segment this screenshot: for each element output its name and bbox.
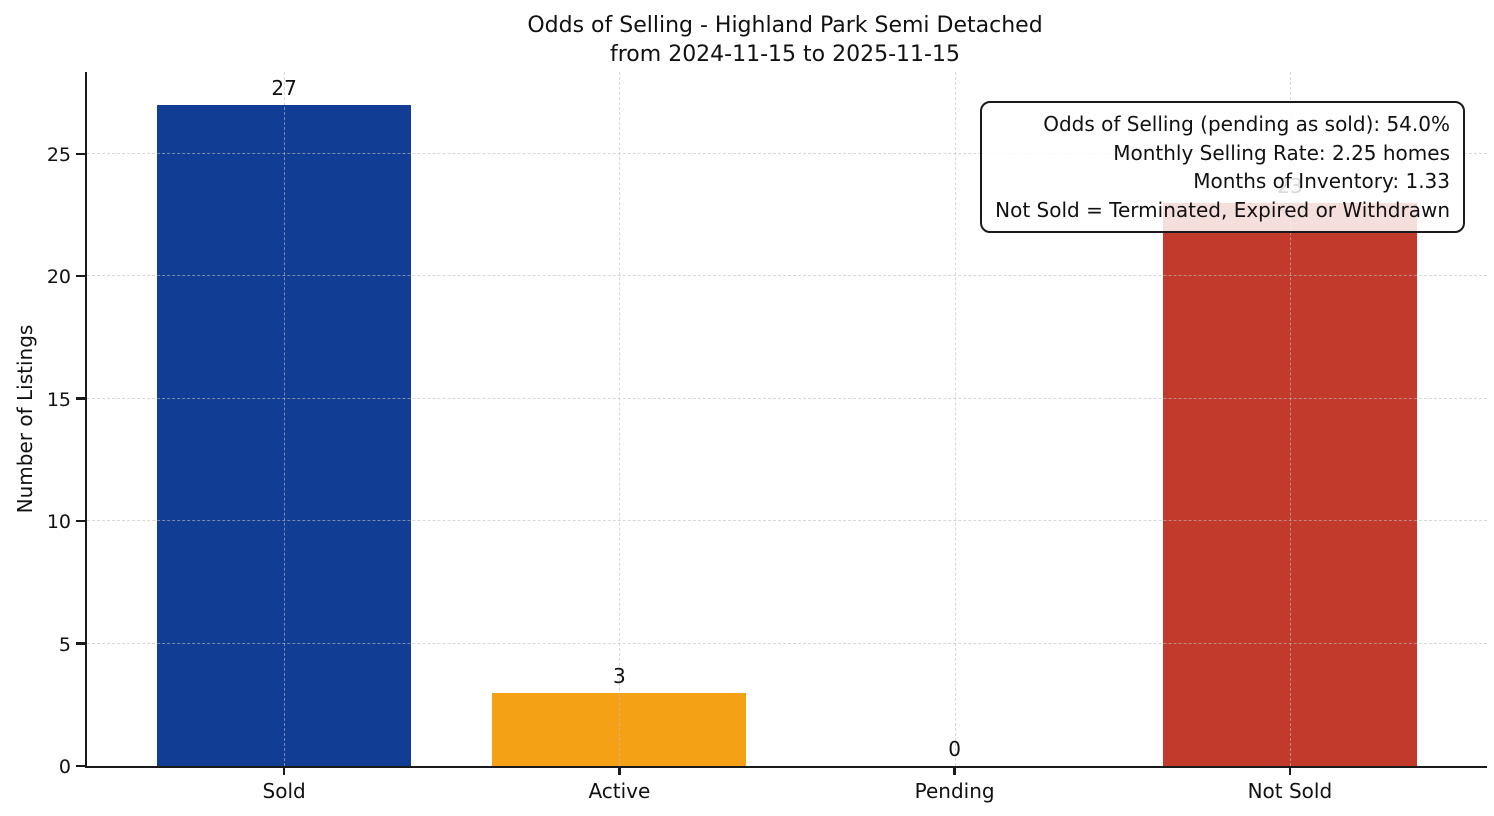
- y-tick-mark: [76, 764, 85, 767]
- gridline-horizontal: [87, 153, 1487, 155]
- y-axis-label: Number of Listings: [13, 324, 37, 514]
- y-tick-mark: [76, 274, 85, 278]
- bar-value-label: 3: [613, 663, 626, 688]
- gridline-horizontal: [87, 397, 1487, 399]
- x-tick-label-not-sold: Not Sold: [1247, 779, 1333, 803]
- y-tick-label: 5: [58, 633, 71, 656]
- y-tick-mark: [76, 642, 85, 645]
- y-tick-label: 0: [58, 756, 71, 778]
- gridline-horizontal: [87, 520, 1487, 522]
- gridline-vertical: [1289, 72, 1291, 766]
- gridline-horizontal: [87, 642, 1487, 644]
- gridline-horizontal: [87, 275, 1487, 277]
- x-tick-mark: [953, 766, 956, 775]
- info-box-line-not-sold-def: Not Sold = Terminated, Expired or Withdr…: [995, 197, 1450, 222]
- x-tick-mark: [282, 766, 286, 775]
- x-tick-label-pending: Pending: [914, 779, 995, 803]
- y-tick-label: 10: [46, 511, 71, 534]
- plot-area: 2730230510152025SoldActivePendingNot Sol…: [47, 72, 1487, 803]
- gridline-vertical: [619, 72, 621, 766]
- y-tick-label: 25: [46, 144, 71, 167]
- info-box-line-odds: Odds of Selling (pending as sold): 54.0%: [1043, 112, 1450, 136]
- y-tick-label: 15: [46, 388, 71, 411]
- y-tick-label: 20: [46, 266, 71, 289]
- bar-value-label: 27: [271, 76, 297, 101]
- x-tick-label-sold: Sold: [262, 779, 306, 803]
- x-tick-mark: [618, 766, 621, 775]
- gridline-vertical: [284, 72, 286, 766]
- info-box: Odds of Selling (pending as sold): 54.0%…: [980, 101, 1465, 233]
- chart-title-line-2: from 2024-11-15 to 2025-11-15: [610, 42, 960, 67]
- bar-value-label: 0: [948, 737, 961, 761]
- y-tick-mark: [76, 397, 85, 400]
- chart-title: Odds of Selling - Highland Park Semi Det…: [85, 11, 1485, 69]
- x-tick-mark: [1288, 766, 1292, 775]
- y-tick-mark: [76, 519, 85, 523]
- chart-title-line-1: Odds of Selling - Highland Park Semi Det…: [527, 13, 1043, 38]
- gridline-vertical: [954, 72, 956, 766]
- info-box-line-inventory: Months of Inventory: 1.33: [1193, 169, 1450, 193]
- x-tick-label-active: Active: [588, 779, 651, 803]
- info-box-line-monthly-rate: Monthly Selling Rate: 2.25 homes: [1113, 140, 1450, 165]
- y-tick-mark: [76, 152, 85, 156]
